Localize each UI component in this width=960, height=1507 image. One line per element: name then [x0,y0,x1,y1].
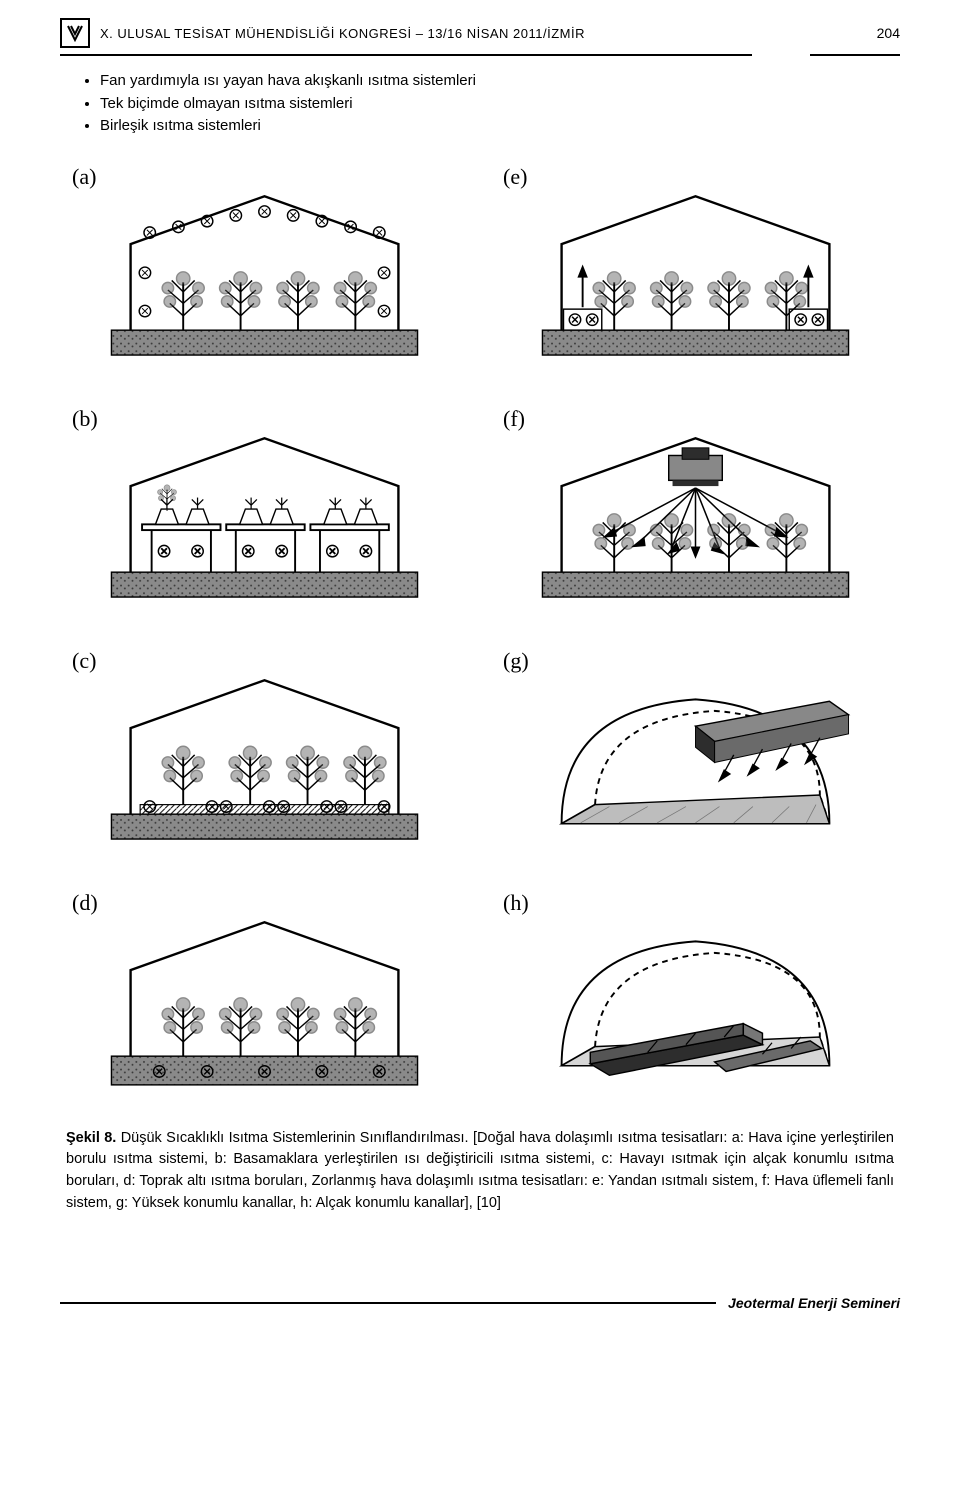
panel-label: (g) [503,648,529,674]
congress-title: X. ULUSAL TESİSAT MÜHENDİSLİĞİ KONGRESİ … [100,26,585,41]
footer-text: Jeotermal Enerji Semineri [728,1295,900,1311]
panel-d: (d) [60,884,469,1104]
panel-b-svg [60,400,469,620]
panel-f: (f) [491,400,900,620]
page-footer: Jeotermal Enerji Semineri [60,1295,900,1311]
panel-g-svg [491,642,900,862]
panel-h: (h) [491,884,900,1104]
figure-caption: Şekil 8. Düşük Sıcaklıklı Isıtma Sisteml… [66,1128,894,1215]
list-item: Fan yardımıyla ısı yayan hava akışkanlı … [100,70,900,93]
panel-label: (h) [503,890,529,916]
page-number: 204 [877,25,900,41]
panel-b: (b) [60,400,469,620]
panel-h-svg [491,884,900,1104]
caption-plain: Düşük Sıcaklıklı Isıtma Sistemlerinin Sı… [116,1130,468,1146]
list-item: Birleşik ısıtma sistemleri [100,115,900,138]
figure-grid: (a) [60,158,900,1104]
panel-f-svg [491,400,900,620]
panel-d-svg [60,884,469,1104]
mmo-logo [60,18,90,48]
panel-e-svg [491,158,900,378]
panel-label: (e) [503,164,527,190]
panel-label: (a) [72,164,96,190]
panel-label: (f) [503,406,525,432]
panel-g: (g) [491,642,900,862]
caption-bold: Şekil 8. [66,1130,116,1146]
panel-c-svg [60,642,469,862]
header-rule [60,54,900,56]
panel-label: (b) [72,406,98,432]
list-item: Tek biçimde olmayan ısıtma sistemleri [100,93,900,116]
panel-a: (a) [60,158,469,378]
panel-e: (e) [491,158,900,378]
panel-label: (d) [72,890,98,916]
bullet-list: Fan yardımıyla ısı yayan hava akışkanlı … [100,70,900,138]
panel-label: (c) [72,648,96,674]
panel-c: (c) [60,642,469,862]
panel-a-svg [60,158,469,378]
page-header: X. ULUSAL TESİSAT MÜHENDİSLİĞİ KONGRESİ … [60,18,900,48]
